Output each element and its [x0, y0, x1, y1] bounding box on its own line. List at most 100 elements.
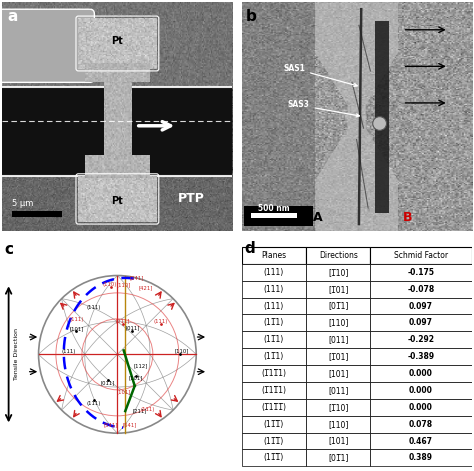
Text: (111): (111) [87, 305, 101, 309]
Text: -0.078: -0.078 [407, 284, 435, 293]
Text: SAS3: SAS3 [288, 100, 359, 117]
Text: (11̅1̅): (11̅1̅) [264, 437, 284, 446]
Text: Schmid Factor: Schmid Factor [394, 251, 448, 260]
Text: (111): (111) [140, 407, 155, 412]
Text: [101]: [101] [328, 437, 348, 446]
Text: [211]: [211] [132, 409, 146, 414]
Text: [112]: [112] [134, 363, 148, 368]
Text: (111): (111) [154, 319, 168, 324]
Bar [370, 281, 472, 298]
Text: d: d [244, 241, 255, 256]
Bar [306, 365, 370, 382]
Text: [011]: [011] [328, 335, 348, 344]
Bar [306, 416, 370, 432]
Text: (1̅11̅1): (1̅11̅1) [261, 386, 286, 395]
Text: [011]: [011] [101, 380, 115, 385]
Text: [110]: [110] [117, 283, 131, 287]
Bar [370, 348, 472, 365]
Text: [011]: [011] [116, 319, 130, 324]
Text: 0.000: 0.000 [409, 386, 433, 395]
Text: [421]: [421] [138, 285, 153, 291]
Bar [242, 298, 306, 315]
Text: (11̅1̅): (11̅1̅) [264, 420, 284, 429]
Polygon shape [315, 2, 398, 231]
Text: (11̅1): (11̅1) [264, 318, 284, 327]
Text: [01̅1]: [01̅1] [328, 454, 348, 463]
Bar [242, 365, 306, 382]
Bar [242, 416, 306, 432]
Text: 500 nm: 500 nm [258, 203, 290, 212]
Bar [242, 264, 306, 281]
Bar [370, 264, 472, 281]
Text: [101]: [101] [117, 390, 131, 395]
Text: (111): (111) [87, 401, 101, 406]
Text: b: b [246, 9, 257, 24]
Text: B: B [402, 211, 412, 224]
Bar [306, 432, 370, 449]
Bar [370, 331, 472, 348]
Bar [370, 449, 472, 466]
Bar [306, 315, 370, 331]
Text: [011]: [011] [125, 325, 139, 330]
Text: -0.292: -0.292 [408, 335, 435, 344]
Text: 0.389: 0.389 [409, 454, 433, 463]
Text: (1̅11̅1): (1̅11̅1) [261, 369, 286, 378]
Text: SAS1: SAS1 [283, 64, 357, 87]
Text: 0.097: 0.097 [409, 301, 433, 310]
Bar [370, 365, 472, 382]
Text: (111): (111) [69, 317, 83, 322]
Bar [2, 87, 232, 176]
Text: a: a [7, 9, 18, 24]
Text: [1̅10]: [1̅10] [328, 268, 348, 277]
Bar [242, 382, 306, 399]
Text: (111): (111) [264, 268, 284, 277]
Bar [242, 315, 306, 331]
Text: [01̅1]: [01̅1] [328, 301, 348, 310]
Text: (110): (110) [102, 283, 117, 287]
Bar [306, 449, 370, 466]
FancyBboxPatch shape [0, 9, 94, 82]
Bar [370, 432, 472, 449]
Bar [370, 247, 472, 264]
Bar [370, 416, 472, 432]
Text: [110]: [110] [328, 420, 348, 429]
Text: (11̅1): (11̅1) [264, 352, 284, 361]
Text: A: A [313, 211, 322, 224]
Text: Pt: Pt [111, 196, 123, 206]
Bar [370, 382, 472, 399]
Text: -0.175: -0.175 [408, 268, 435, 277]
Text: c: c [5, 242, 14, 257]
Text: 0.000: 0.000 [409, 369, 433, 378]
Bar [242, 331, 306, 348]
Text: 5 μm: 5 μm [11, 199, 33, 208]
Text: Pt: Pt [111, 36, 123, 46]
Text: [1̅01]: [1̅01] [328, 352, 348, 361]
Text: (11̅1̅): (11̅1̅) [264, 454, 284, 463]
Text: (11̅1): (11̅1) [264, 335, 284, 344]
Text: [541]: [541] [123, 423, 137, 428]
Text: [110]: [110] [175, 349, 189, 354]
Text: [101]: [101] [128, 375, 143, 381]
Polygon shape [242, 2, 315, 231]
Bar [11, 211, 62, 217]
Text: [101]: [101] [328, 369, 348, 378]
Bar [242, 281, 306, 298]
Text: (111): (111) [264, 284, 284, 293]
Text: [1̅01]: [1̅01] [328, 284, 348, 293]
Bar [242, 247, 306, 264]
Text: (111): (111) [264, 301, 284, 310]
Text: [101]: [101] [69, 326, 83, 332]
Text: (111): (111) [61, 349, 76, 354]
Bar [375, 21, 389, 212]
Bar [306, 399, 370, 416]
Bar [242, 399, 306, 416]
Bar [306, 348, 370, 365]
Text: Tensile Direction: Tensile Direction [14, 328, 19, 381]
Text: 0.467: 0.467 [409, 437, 433, 446]
Circle shape [373, 117, 386, 130]
Bar [370, 399, 472, 416]
Bar [242, 432, 306, 449]
Text: 0.078: 0.078 [409, 420, 433, 429]
Text: Directions: Directions [319, 251, 358, 260]
Text: [011]: [011] [328, 386, 348, 395]
